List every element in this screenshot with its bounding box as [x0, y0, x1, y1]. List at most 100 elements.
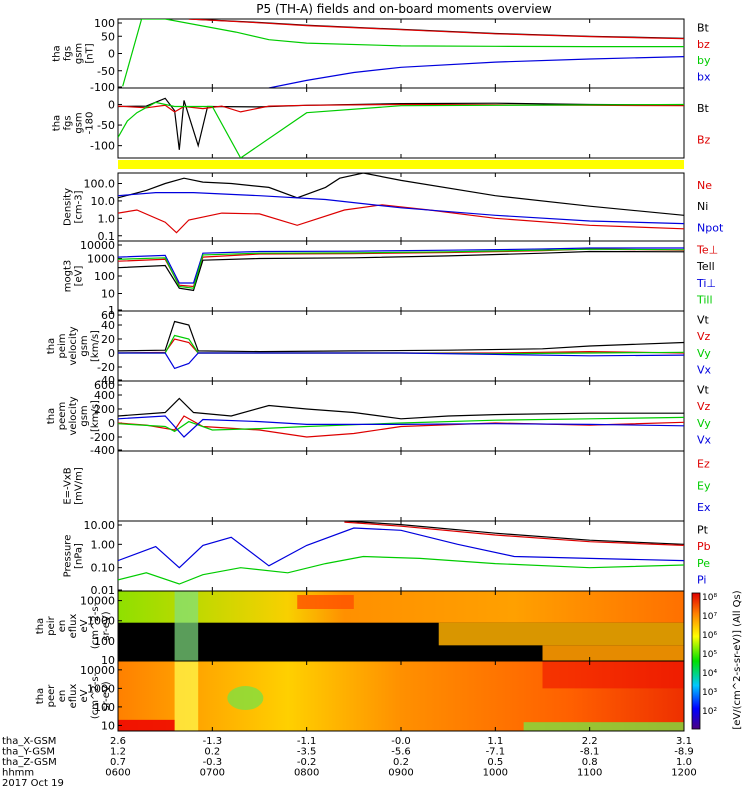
- axis-row-value: -0.3: [203, 757, 223, 768]
- y-tick-label: 0.10: [91, 562, 116, 575]
- panel-peer-spectrogram: 10000 1000 100 10 tha peer en eflux eV (cm^2-s-sr…: [35, 660, 685, 732]
- series-By: [118, 101, 684, 158]
- axis-row-value: 3.1: [676, 736, 692, 747]
- y-axis-label: eflux: [68, 684, 79, 709]
- y-tick-label: 0.01: [91, 584, 116, 597]
- y-axis-label: (cm^2-s-: [90, 672, 101, 719]
- y-axis-label: gsm: [74, 43, 85, 64]
- y-tick-label: 400: [94, 389, 115, 402]
- y-axis-label: [km/s]: [90, 400, 101, 432]
- y-tick-label: 10.00: [84, 519, 116, 532]
- axis-row-value: 1.2: [110, 747, 126, 758]
- panel-frame: [117, 450, 685, 522]
- axis-row-value: -8.1: [580, 747, 600, 758]
- y-tick-label: -200: [90, 431, 115, 444]
- colorbar-tick: 10³: [702, 688, 717, 698]
- legend-Npot: Npot: [697, 221, 724, 234]
- panel-density: 100.0 10.0 1.0 0.1 Density [cm-3] Ne Ni Npot: [63, 172, 724, 243]
- y-axis-label: -180: [85, 112, 96, 135]
- legend-Pt: Pt: [697, 524, 709, 537]
- y-axis-label: fgs: [63, 115, 74, 130]
- axis-row-value: 2.6: [110, 736, 126, 747]
- axis-row-value: -3.5: [297, 747, 317, 758]
- y-axis-label: Pressure: [63, 535, 74, 578]
- series-by: [122, 19, 684, 87]
- legend-Vt: Vt: [697, 384, 710, 397]
- colorbar-tick: 10⁵: [702, 650, 717, 660]
- colorbar-tick: 10⁴: [702, 669, 717, 679]
- series-Pi: [118, 527, 684, 569]
- y-axis-label: sr-eV): [101, 611, 112, 640]
- axis-row-value: 1100: [577, 768, 602, 779]
- legend-Bt: Bt: [697, 102, 710, 115]
- panel-pressure: 10.00 1.00 0.10 0.01 Pressure [nPa] Pt Pb Pe Pi: [63, 519, 711, 597]
- y-tick-label: 60: [101, 309, 115, 322]
- y-tick-label: -100: [90, 81, 115, 94]
- axis-row-label: tha_Z-GSM: [2, 757, 57, 768]
- y-axis-label: mogt3: [63, 260, 74, 293]
- colorbar-tick: 10⁶: [702, 631, 717, 641]
- y-tick-label: -20: [97, 361, 115, 374]
- axis-row-value: 0.5: [487, 757, 503, 768]
- legend-Ni: Ni: [697, 200, 708, 213]
- axis-row-value: 0900: [388, 768, 413, 779]
- series-Bt: [118, 97, 684, 150]
- series-Vy: [118, 416, 684, 433]
- series-Vx: [118, 415, 684, 438]
- legend-by: by: [697, 54, 711, 67]
- legend-Ex: Ex: [697, 501, 711, 514]
- legend-Ne: Ne: [697, 179, 712, 192]
- panel-efield: E=-VxB [mV/m] Ez Ey Ex: [63, 450, 711, 522]
- axis-row-value: -7.1: [486, 747, 506, 758]
- y-axis-label: tha: [35, 688, 46, 704]
- legend-Pe: Pe: [697, 557, 710, 570]
- yellow-band: [118, 160, 684, 169]
- panel-frame: [117, 520, 685, 592]
- y-tick-label: 200: [94, 403, 115, 416]
- axis-row-value: 1200: [671, 768, 696, 779]
- y-axis-label: tha: [35, 618, 46, 634]
- y-axis-label: [mV/m]: [74, 467, 85, 505]
- axis-row-value: 0.2: [204, 747, 220, 758]
- series-Tell: [118, 250, 684, 292]
- y-tick-label: 1000: [87, 682, 115, 695]
- y-axis-label: tha: [46, 338, 57, 354]
- y-tick-label: 0: [108, 417, 115, 430]
- legend-Pi: Pi: [697, 574, 706, 587]
- y-axis-label: fgs: [63, 46, 74, 61]
- y-axis-label: en: [57, 620, 68, 633]
- axis-row-label: tha_Y-GSM: [2, 747, 55, 758]
- legend-Tell: Tell: [696, 260, 715, 273]
- y-tick-label: -40: [97, 374, 115, 387]
- legend-Vz: Vz: [697, 400, 711, 413]
- y-tick-label: 1.00: [91, 538, 116, 551]
- legend-Ey: Ey: [697, 479, 711, 492]
- legend-Vz: Vz: [697, 330, 711, 343]
- series-Npot: [118, 192, 684, 225]
- y-axis-label: (cm^2-s-: [90, 602, 101, 649]
- series-Vx: [118, 352, 684, 370]
- y-axis-label: E=-VxB: [63, 467, 74, 504]
- axis-row-value: 0.2: [393, 757, 409, 768]
- series-bx: [268, 56, 684, 88]
- y-tick-label: 100: [94, 701, 115, 714]
- axis-row-label: hhmm: [2, 768, 34, 779]
- colorbar-tick: 10²: [702, 707, 717, 717]
- y-axis-label: eV: [79, 619, 90, 632]
- legend-Bt: Bt: [697, 21, 710, 34]
- y-tick-label: 0: [108, 48, 115, 61]
- axis-row-value: -5.6: [391, 747, 411, 758]
- y-tick-label: 10000: [80, 664, 115, 677]
- legend-Pb: Pb: [697, 540, 711, 553]
- colorbar-tick: 10⁸: [702, 593, 717, 603]
- y-tick-label: -50: [97, 65, 115, 78]
- y-axis-label: peim: [57, 333, 68, 358]
- axis-row-value: 0.7: [110, 757, 126, 768]
- y-axis-label: gsm: [74, 112, 85, 133]
- series-bz: [188, 19, 684, 40]
- y-tick-label: 100.0: [84, 177, 116, 190]
- series-Ne: [118, 204, 684, 234]
